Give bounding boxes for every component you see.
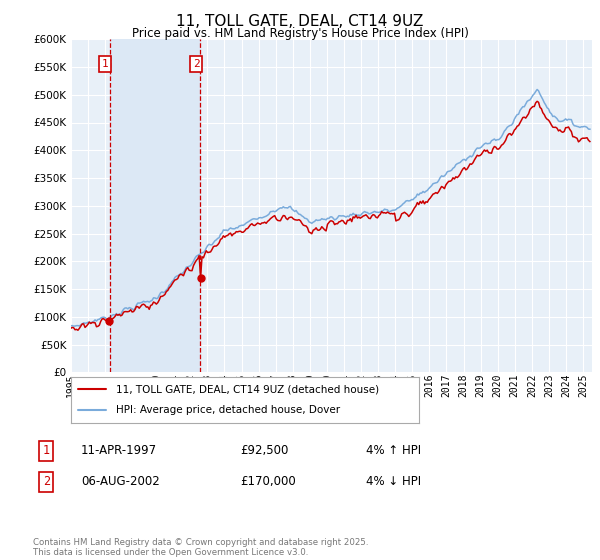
Text: Contains HM Land Registry data © Crown copyright and database right 2025.
This d: Contains HM Land Registry data © Crown c… bbox=[33, 538, 368, 557]
Bar bbox=[110, 39, 200, 372]
Text: 4% ↑ HPI: 4% ↑ HPI bbox=[366, 444, 421, 458]
Text: £170,000: £170,000 bbox=[240, 475, 296, 488]
Text: 4% ↓ HPI: 4% ↓ HPI bbox=[366, 475, 421, 488]
Text: 11, TOLL GATE, DEAL, CT14 9UZ: 11, TOLL GATE, DEAL, CT14 9UZ bbox=[176, 14, 424, 29]
Text: 11, TOLL GATE, DEAL, CT14 9UZ (detached house): 11, TOLL GATE, DEAL, CT14 9UZ (detached … bbox=[116, 384, 379, 394]
Text: HPI: Average price, detached house, Dover: HPI: Average price, detached house, Dove… bbox=[116, 405, 340, 416]
Text: 11-APR-1997: 11-APR-1997 bbox=[81, 444, 157, 458]
Text: 1: 1 bbox=[102, 59, 109, 69]
Text: 06-AUG-2002: 06-AUG-2002 bbox=[81, 475, 160, 488]
Text: 2: 2 bbox=[193, 59, 200, 69]
Text: 2: 2 bbox=[43, 475, 50, 488]
Text: Price paid vs. HM Land Registry's House Price Index (HPI): Price paid vs. HM Land Registry's House … bbox=[131, 27, 469, 40]
Text: £92,500: £92,500 bbox=[240, 444, 289, 458]
Text: 1: 1 bbox=[43, 444, 50, 458]
